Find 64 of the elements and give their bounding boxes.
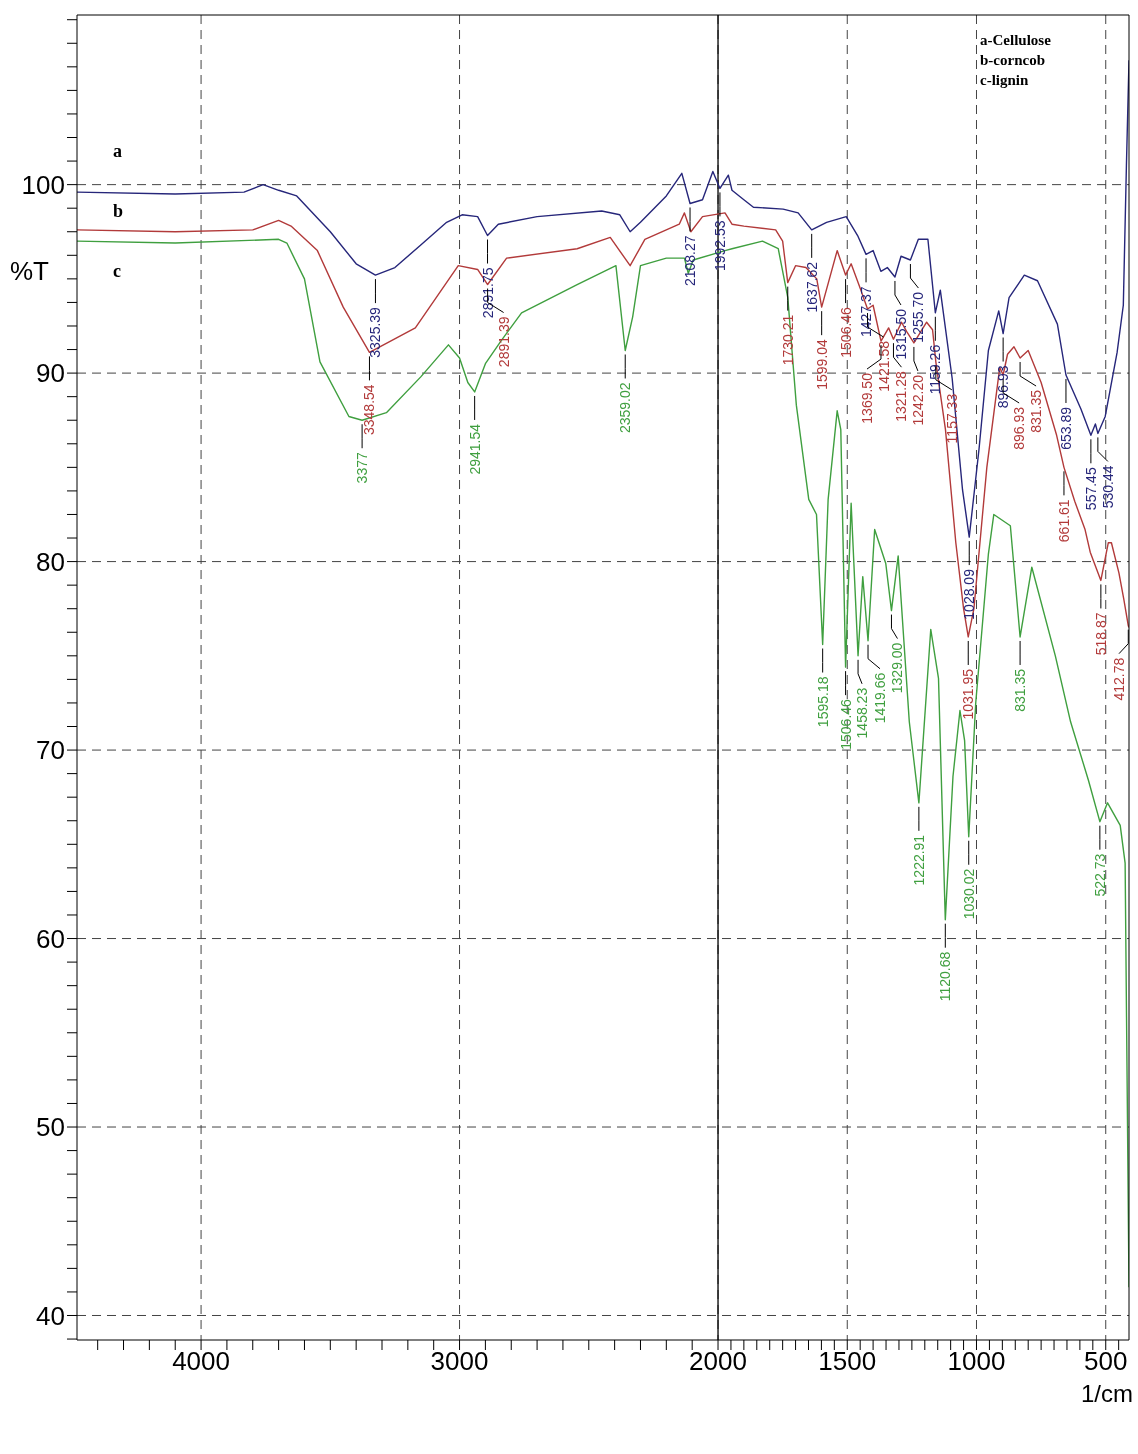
x-tick-label: 1500	[818, 1346, 877, 1377]
annotation: c-lignin	[980, 71, 1030, 90]
annotation: 3325.39	[367, 306, 384, 358]
annotation: 1157.33	[943, 393, 960, 444]
x-tick-label: 4000	[172, 1346, 230, 1377]
x-tick-label: 1000	[947, 1346, 1006, 1377]
series-label: c	[113, 261, 121, 282]
annotation: 831.35	[1028, 389, 1045, 433]
y-tick-label: 100	[21, 169, 65, 200]
annotation: 896.93	[995, 365, 1012, 409]
annotation: 1730.21	[779, 314, 796, 366]
annotation: 2359.02	[617, 382, 634, 434]
y-tick-label: 40	[36, 1300, 65, 1331]
annotation: 1028.09	[961, 568, 978, 620]
annotation: 2891.75	[479, 267, 496, 319]
annotation: 518.87	[1092, 612, 1109, 656]
x-tick-label: 3000	[430, 1346, 489, 1377]
annotation: 3348.54	[361, 384, 378, 435]
x-tick-label: 500	[1084, 1346, 1128, 1377]
annotation: 1242.20	[909, 374, 926, 426]
annotation: 2108.27	[682, 235, 699, 287]
annotation: 1159.26	[927, 344, 944, 395]
annotation: 1255.70	[910, 291, 927, 343]
annotation: 653.89	[1058, 406, 1074, 450]
annotation: a-Cellulose	[980, 31, 1051, 50]
annotation: 1315.50	[892, 308, 909, 360]
y-tick-label: 80	[36, 546, 65, 577]
annotation: 530.44	[1099, 465, 1116, 509]
annotation: 1369.50	[859, 372, 876, 424]
annotation: 661.61	[1056, 499, 1072, 543]
annotation: b-corncob	[980, 51, 1046, 70]
annotation: 831.35	[1012, 668, 1029, 712]
annotation: 2941.54	[466, 423, 483, 475]
annotation: 1458.23	[854, 687, 871, 739]
annotation: 1595.18	[814, 676, 831, 728]
x-tick-label: 2000	[689, 1346, 747, 1377]
annotation: 1222.91	[910, 834, 927, 886]
annotation: 896.93	[1011, 406, 1028, 450]
annotation: 1421.58	[875, 340, 892, 392]
annotation: 1637.62	[803, 261, 820, 313]
y-tick-label: 70	[36, 735, 65, 766]
series-label: a	[113, 140, 122, 161]
annotation: 522.73	[1091, 853, 1108, 897]
annotation: 1120.68	[937, 951, 954, 1002]
annotation: 1427.37	[858, 286, 875, 337]
annotation: 3377	[354, 452, 371, 484]
annotation: 1329.00	[889, 642, 906, 694]
annotation: 1419.66	[872, 672, 889, 724]
y-tick-label: 90	[36, 358, 65, 389]
annotation: 1506.46	[837, 698, 854, 750]
y-axis-title: %T	[10, 256, 50, 286]
annotation: 1031.95	[960, 668, 977, 720]
x-axis-title: 1/cm	[1080, 1380, 1133, 1407]
annotation: 1506.46	[837, 306, 854, 358]
annotation: 1599.04	[813, 338, 830, 390]
series-label: b	[113, 201, 124, 222]
annotation: 2891.39	[495, 316, 512, 368]
annotation: 557.45	[1082, 467, 1099, 511]
annotation: 412.78	[1111, 657, 1128, 701]
annotation: 1321.28	[893, 370, 910, 422]
y-tick-label: 60	[36, 923, 65, 954]
annotation: 1030.02	[960, 868, 977, 920]
y-tick-label: 50	[36, 1112, 65, 1143]
annotation: 1992.53	[711, 220, 728, 272]
